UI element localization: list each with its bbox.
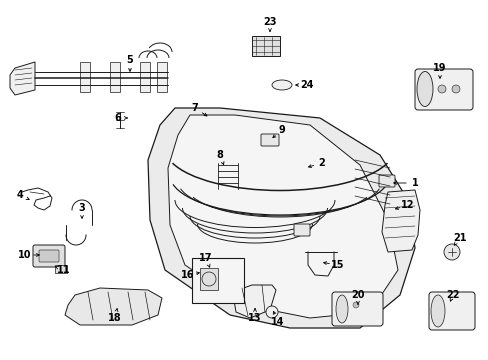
Bar	[192, 258, 244, 303]
Text: 17: 17	[199, 253, 212, 263]
Text: 24: 24	[300, 80, 313, 90]
Text: 12: 12	[401, 200, 414, 210]
Text: 5: 5	[126, 55, 133, 65]
FancyBboxPatch shape	[33, 245, 65, 267]
Circle shape	[451, 85, 459, 93]
Text: 2: 2	[318, 158, 325, 168]
FancyBboxPatch shape	[331, 292, 382, 326]
Ellipse shape	[335, 295, 347, 323]
Bar	[140, 62, 150, 92]
Text: 4: 4	[17, 190, 23, 200]
Bar	[80, 62, 90, 92]
Text: 19: 19	[432, 63, 446, 73]
Polygon shape	[234, 285, 275, 318]
Polygon shape	[10, 62, 35, 95]
Bar	[55, 265, 67, 273]
Text: 15: 15	[330, 260, 344, 270]
FancyBboxPatch shape	[414, 69, 472, 110]
Bar	[200, 268, 218, 290]
Text: 13: 13	[248, 313, 261, 323]
Polygon shape	[148, 108, 414, 328]
FancyBboxPatch shape	[428, 292, 474, 330]
FancyBboxPatch shape	[293, 224, 309, 236]
FancyBboxPatch shape	[39, 250, 59, 262]
Text: 21: 21	[452, 233, 466, 243]
Text: 6: 6	[114, 113, 121, 123]
Text: 16: 16	[181, 270, 194, 280]
Circle shape	[437, 85, 445, 93]
Text: 8: 8	[216, 150, 223, 160]
Bar	[157, 62, 167, 92]
Polygon shape	[381, 190, 419, 252]
Circle shape	[352, 302, 358, 308]
Circle shape	[265, 306, 278, 318]
Ellipse shape	[430, 295, 444, 327]
Ellipse shape	[271, 80, 291, 90]
Text: 10: 10	[18, 250, 32, 260]
Text: 14: 14	[271, 317, 284, 327]
Text: 11: 11	[57, 265, 71, 275]
Ellipse shape	[416, 72, 432, 107]
Text: 22: 22	[446, 290, 459, 300]
Bar	[251, 36, 280, 56]
Text: 18: 18	[108, 313, 122, 323]
Bar	[110, 62, 120, 92]
Text: 7: 7	[191, 103, 198, 113]
Text: 23: 23	[263, 17, 276, 27]
Text: 20: 20	[350, 290, 364, 300]
FancyBboxPatch shape	[261, 134, 279, 146]
Text: 1: 1	[411, 178, 418, 188]
Text: 3: 3	[79, 203, 85, 213]
FancyBboxPatch shape	[378, 175, 394, 187]
Polygon shape	[168, 115, 397, 318]
Polygon shape	[65, 288, 162, 325]
Text: 9: 9	[278, 125, 285, 135]
Circle shape	[443, 244, 459, 260]
